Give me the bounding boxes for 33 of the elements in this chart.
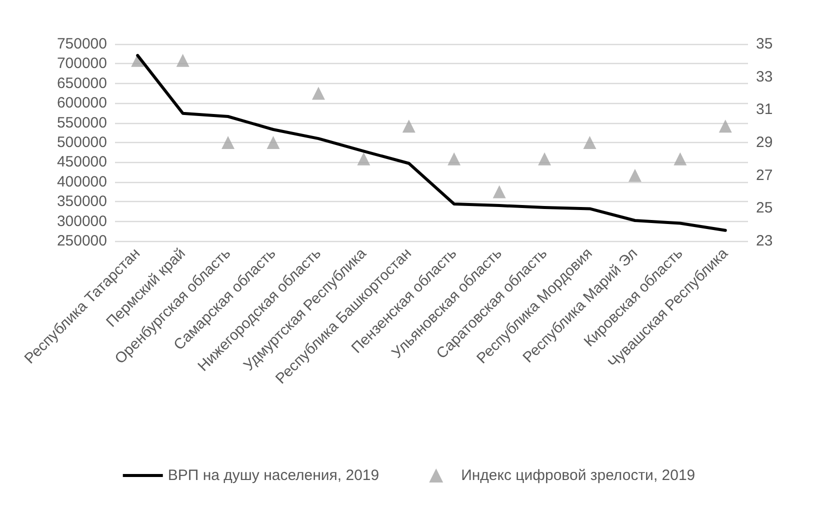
y-tick-label: 750000	[56, 36, 107, 52]
y-tick-label: 300000	[56, 212, 107, 230]
legend-label: ВРП на душу населения, 2019	[168, 467, 380, 484]
point	[266, 136, 280, 149]
y-tick-label: 450000	[56, 154, 107, 171]
y-tick-label: 600000	[56, 94, 107, 112]
point	[583, 136, 596, 149]
y2-tick-label: 27	[756, 166, 773, 184]
point	[628, 168, 642, 182]
point	[402, 120, 416, 133]
y2-tick-label: 33	[756, 68, 773, 86]
y-tick-label: 700000	[56, 55, 107, 72]
point	[448, 152, 461, 166]
y2-tick-label: 29	[756, 134, 773, 151]
y-tick-label: 650000	[56, 74, 107, 92]
point	[222, 136, 235, 149]
point	[357, 152, 370, 166]
point	[538, 152, 552, 166]
y-tick-label: 500000	[56, 134, 107, 151]
y2-tick-label: 35	[756, 36, 773, 52]
y-tick-label: 350000	[56, 193, 107, 210]
point	[492, 185, 506, 198]
point	[718, 120, 732, 133]
y2-tick-label: 31	[756, 101, 773, 118]
legend-label: Индекс цифровой зрелости, 2019	[461, 467, 696, 484]
y2-tick-label: 23	[756, 232, 773, 250]
y2-tick-label: 25	[756, 200, 773, 217]
y-tick-label: 400000	[56, 173, 107, 190]
point	[176, 54, 190, 67]
y-tick-label: 550000	[56, 114, 107, 132]
y-tick-label: 250000	[56, 232, 107, 250]
point	[312, 86, 325, 100]
point	[674, 152, 687, 166]
